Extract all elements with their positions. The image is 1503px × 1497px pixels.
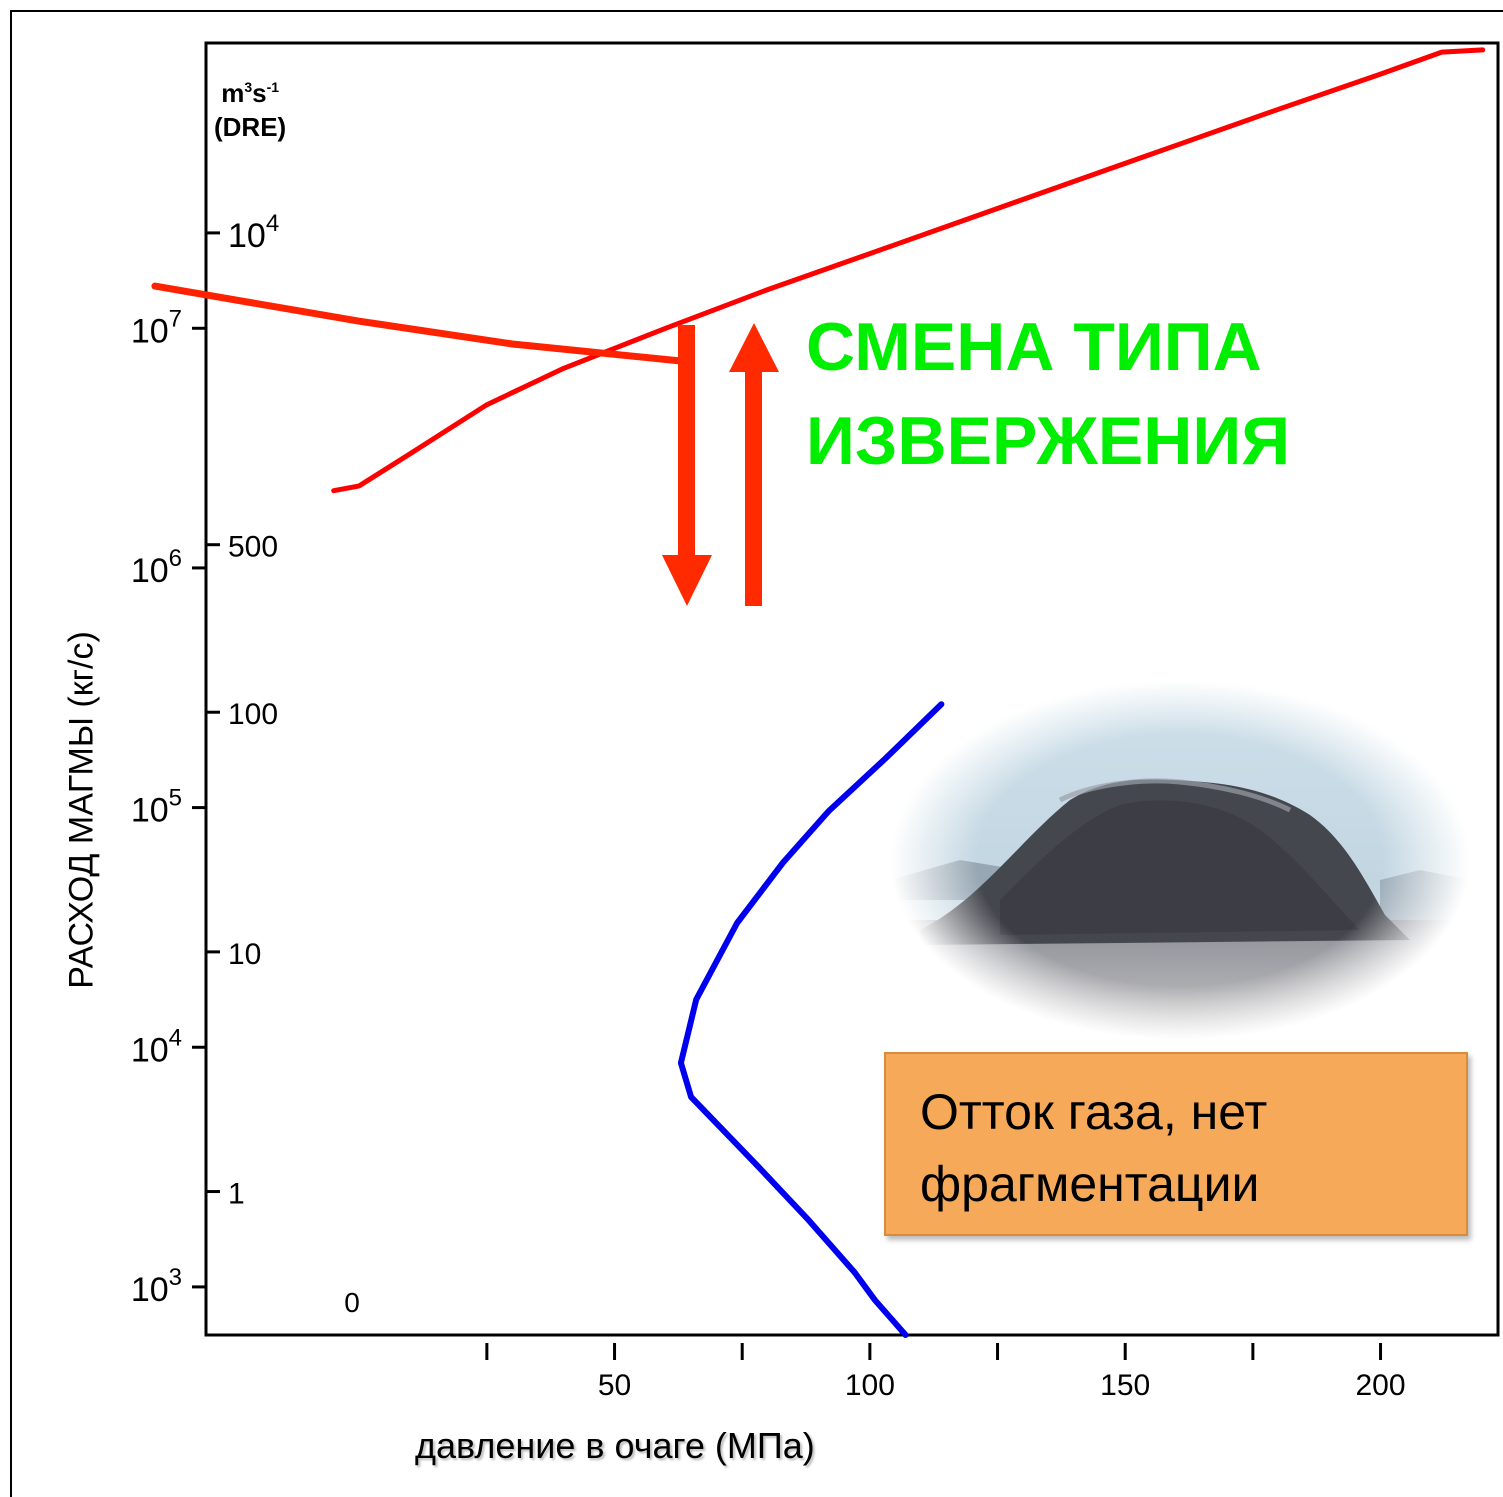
y-mass-tick-label: 107 [131, 305, 182, 350]
x-axis: 50 100 150 200 [485, 1343, 1406, 1402]
y-volume-tick-label: 1 [228, 1178, 245, 1211]
transition-arrows [662, 323, 779, 606]
y-axis-volume: 0 1 10 100 500 104 [206, 210, 360, 1318]
annotation-line: СМЕНА ТИПА [806, 309, 1262, 385]
x-tick-label: 50 [598, 1369, 631, 1402]
note-line: Отток газа, нет [920, 1084, 1268, 1140]
y-mass-tick-label: 104 [131, 1024, 182, 1069]
y-volume-tick-label: 100 [228, 698, 278, 731]
y-mass-tick-label: 103 [131, 1264, 182, 1309]
x-axis-title: давление в очаге (МПа) [415, 1425, 815, 1466]
arrow-down-icon [662, 325, 712, 606]
y-volume-unit-label: m3s-1 (DRE) [214, 78, 287, 142]
eruption-change-annotation: СМЕНА ТИПА ИЗВЕРЖЕНИЯ [806, 300, 1290, 488]
y-volume-tick-label: 10 [228, 938, 261, 971]
series-line [331, 47, 1486, 494]
x-tick-label: 100 [845, 1369, 895, 1402]
series-layer [151, 47, 1486, 1338]
y-volume-tick-label: 0 [344, 1287, 360, 1318]
note-box: Отток газа, нет фрагментации [884, 1052, 1468, 1236]
y-mass-tick-label: 105 [131, 785, 182, 830]
note-line: фрагментации [920, 1156, 1260, 1212]
slide-frame [10, 10, 1503, 1497]
y-axis-title: РАСХОД МАГМЫ (кг/с) [62, 631, 101, 989]
series-line [677, 701, 945, 1338]
x-tick-label: 150 [1100, 1369, 1150, 1402]
annotation-line: ИЗВЕРЖЕНИЯ [806, 403, 1291, 479]
arrow-up-icon [729, 323, 779, 606]
x-tick-label: 200 [1356, 1369, 1406, 1402]
y-mass-tick-label: 106 [131, 545, 182, 590]
y-volume-tick-label: 500 [228, 531, 278, 564]
plot-area [204, 41, 1500, 1337]
series-line [151, 282, 685, 365]
y-volume-tick-label: 104 [228, 210, 279, 255]
lava-dome-photo [890, 680, 1470, 1040]
y-axis-mass: 103 104 105 106 107 [131, 305, 206, 1309]
